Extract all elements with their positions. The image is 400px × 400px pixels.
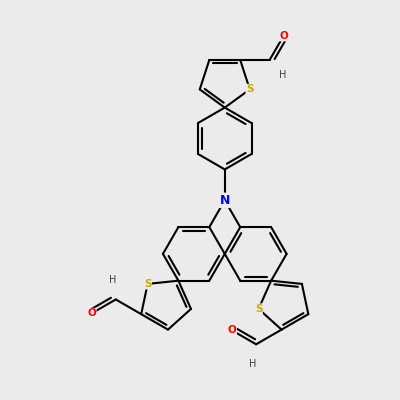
Text: O: O (228, 325, 236, 335)
Text: H: H (249, 359, 256, 369)
Text: S: S (255, 304, 262, 314)
Text: H: H (108, 275, 116, 285)
Text: H: H (279, 70, 286, 80)
Text: O: O (279, 31, 288, 41)
Text: O: O (87, 308, 96, 318)
Text: S: S (246, 84, 254, 94)
Text: N: N (220, 194, 230, 207)
Text: S: S (144, 279, 151, 289)
